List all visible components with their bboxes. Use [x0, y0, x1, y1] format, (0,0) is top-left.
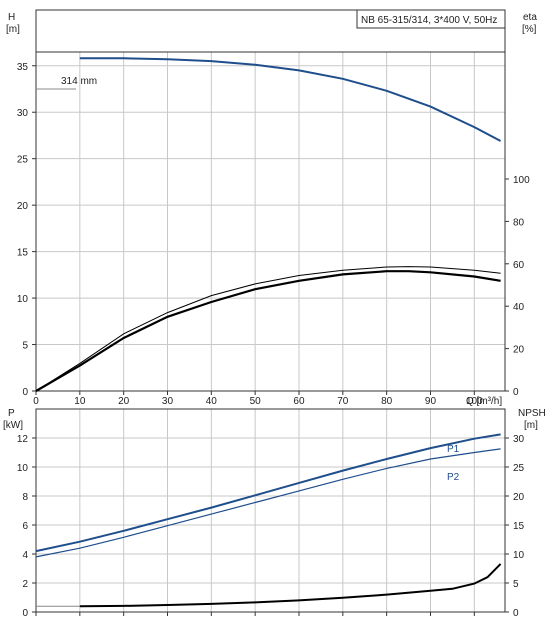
x-tick-label: 90 — [425, 396, 437, 407]
p-axis-name: P — [8, 408, 15, 419]
eta-tick-label: 80 — [513, 217, 525, 228]
bottom-grid — [35, 409, 505, 613]
x-axis-label: Q [m³/h] — [466, 396, 502, 407]
p-tick-label: 2 — [22, 579, 28, 590]
h-tick-label: 5 — [22, 341, 28, 352]
p-tick-label: 0 — [22, 608, 28, 619]
npsh-tick-label: 20 — [513, 492, 525, 503]
eta-axis-unit: [%] — [522, 24, 537, 35]
h-tick-label: 30 — [17, 108, 29, 119]
impeller-diameter-label: 314 mm — [61, 76, 97, 87]
efficiency-curve-thick — [35, 270, 501, 392]
x-tick-label: 30 — [162, 396, 174, 407]
npsh-axis-name: NPSH — [518, 408, 546, 419]
h-axis-name: H — [8, 12, 15, 23]
p1-curve — [35, 433, 501, 553]
eta-axis-name: eta — [523, 12, 537, 23]
bottom-panel-frame — [35, 408, 506, 613]
top-panel-frame — [35, 9, 506, 392]
bottom-panel: P [kW] NPSH [m] 0 2 4 6 8 10 12 0 5 10 15 20 25 30 P… — [3, 408, 546, 619]
top-panel: NB 65-315/314, 3*400 V, 50Hz H [m] eta [… — [6, 9, 537, 407]
p-tick-label: 6 — [22, 521, 28, 532]
h-tick-label: 0 — [22, 387, 28, 398]
x-tick-label: 50 — [250, 396, 262, 407]
head-curve — [79, 57, 502, 142]
p-tick-label: 4 — [22, 550, 28, 561]
eta-tick-label: 0 — [513, 387, 519, 398]
npsh-tick-label: 30 — [513, 434, 525, 445]
h-tick-label: 20 — [17, 201, 29, 212]
x-tick-label: 70 — [337, 396, 349, 407]
x-tick-label: 80 — [381, 396, 393, 407]
eta-tick-label: 100 — [513, 175, 530, 186]
top-series — [35, 57, 502, 392]
bottom-x-ticks — [35, 612, 475, 616]
top-y-right-ticks: 0 20 40 60 80 100 — [505, 175, 530, 398]
x-tick-label: 10 — [74, 396, 86, 407]
chart-title: NB 65-315/314, 3*400 V, 50Hz — [361, 15, 497, 26]
npsh-tick-label: 5 — [513, 579, 519, 590]
npsh-tick-label: 0 — [513, 608, 519, 619]
x-tick-label: 60 — [293, 396, 305, 407]
p-tick-label: 12 — [17, 434, 29, 445]
p2-series-label: P2 — [447, 472, 460, 483]
x-tick-label: 0 — [33, 396, 39, 407]
p-axis-unit: [kW] — [3, 420, 23, 431]
h-tick-label: 35 — [17, 62, 29, 73]
x-tick-label: 100 — [466, 396, 483, 407]
p1-series-label: P1 — [447, 444, 460, 455]
npsh-axis-unit: [m] — [524, 420, 538, 431]
bottom-series — [35, 433, 502, 608]
npsh-tick-label: 25 — [513, 463, 525, 474]
top-grid — [35, 52, 505, 392]
top-x-ticks: 0 10 20 30 40 50 60 70 80 90 100 — [33, 391, 483, 407]
top-y-left-ticks: 0 5 10 15 20 25 30 35 — [17, 62, 36, 398]
h-tick-label: 15 — [17, 248, 29, 259]
npsh-tick-label: 15 — [513, 521, 525, 532]
npsh-tick-label: 10 — [513, 550, 525, 561]
p-tick-label: 8 — [22, 492, 28, 503]
eta-tick-label: 40 — [513, 302, 525, 313]
x-tick-label: 20 — [118, 396, 130, 407]
h-tick-label: 25 — [17, 155, 29, 166]
h-tick-label: 10 — [17, 294, 29, 305]
h-axis-unit: [m] — [6, 24, 20, 35]
p2-curve — [35, 448, 501, 558]
title-box — [356, 9, 506, 29]
eta-tick-label: 60 — [513, 260, 525, 271]
eta-tick-label: 20 — [513, 345, 525, 356]
bottom-y-right-ticks: 0 5 10 15 20 25 30 — [505, 434, 525, 619]
npsh-curve — [79, 563, 502, 608]
bottom-y-left-ticks: 0 2 4 6 8 10 12 — [17, 434, 36, 619]
p-tick-label: 10 — [17, 463, 29, 474]
x-tick-label: 40 — [206, 396, 218, 407]
efficiency-curve-thin — [35, 266, 501, 392]
